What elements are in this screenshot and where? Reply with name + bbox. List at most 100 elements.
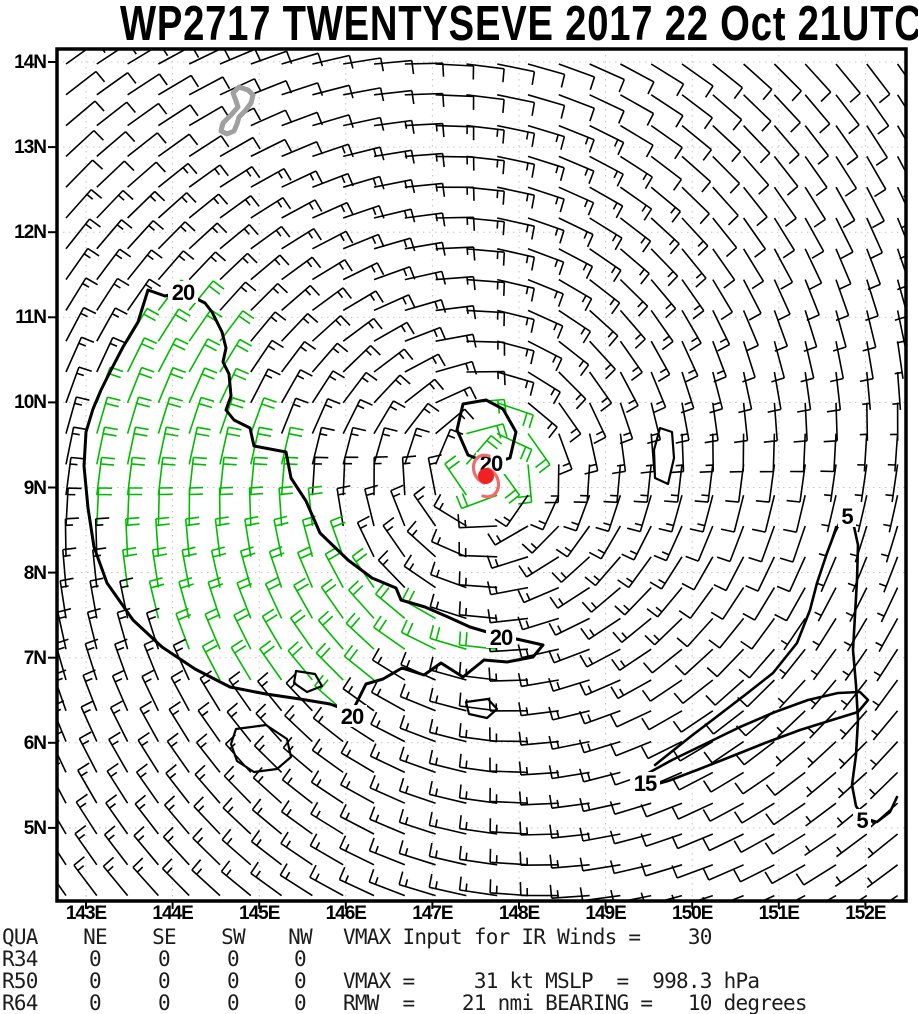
wind-barb <box>487 525 529 546</box>
wind-barb <box>681 217 709 256</box>
wind-barb <box>763 402 778 443</box>
wind-barb-green <box>219 338 252 373</box>
wind-barb <box>653 525 683 562</box>
wind-barb <box>751 495 776 533</box>
wind-barb <box>773 155 799 196</box>
wind-barb <box>619 371 639 413</box>
wind-barb-green <box>157 456 177 496</box>
wind-barb <box>342 233 385 250</box>
wind-barb <box>108 731 129 773</box>
wind-barb-green <box>400 619 436 650</box>
wind-barb <box>373 427 398 465</box>
wind-barb <box>650 371 667 414</box>
wind-barb <box>712 63 744 100</box>
coastline-layer <box>218 84 256 137</box>
wind-barb-green <box>230 639 252 681</box>
wind-barb <box>194 764 221 804</box>
wind-barb <box>57 793 67 835</box>
wind-barb <box>373 208 416 223</box>
wind-barb <box>589 248 622 283</box>
wind-barb <box>835 186 856 229</box>
wind-barb <box>650 309 674 351</box>
wind-barb-green <box>268 546 285 588</box>
wind-barb <box>777 679 806 709</box>
wind-barb <box>339 803 375 835</box>
contour-label-halo <box>486 626 516 648</box>
wind-barb <box>742 587 776 621</box>
wind-barb <box>742 340 756 383</box>
wind-barb <box>114 638 129 681</box>
lon-tick-label: 148E <box>498 903 540 924</box>
wind-barb <box>558 124 595 153</box>
wind-barb <box>664 464 683 503</box>
wind-barb <box>157 250 195 281</box>
wind-barb-green <box>239 546 256 588</box>
wind-barb <box>166 732 190 773</box>
wind-barb <box>588 371 613 412</box>
wind-barb <box>712 125 742 163</box>
wind-barb <box>404 427 430 465</box>
wind-barb <box>428 687 467 712</box>
contour-label-halo <box>630 772 660 794</box>
wind-barb <box>527 124 566 150</box>
wind-barb <box>281 141 324 158</box>
wind-barb-green <box>259 640 283 681</box>
wind-barb <box>810 648 837 681</box>
wind-barb <box>876 587 899 623</box>
wind-barb <box>280 340 317 373</box>
wind-barb <box>555 525 591 558</box>
wind-barb-green <box>250 397 277 434</box>
wind-barb <box>689 494 714 533</box>
wind-barb <box>619 124 654 158</box>
wind-barb <box>774 587 806 622</box>
wind-barb <box>428 781 467 804</box>
wind-barb <box>642 648 683 674</box>
wind-barb <box>165 763 190 804</box>
wind-barb <box>399 715 436 743</box>
wind-barb <box>466 94 505 113</box>
wind-barb <box>702 771 745 793</box>
wind-barb <box>579 887 621 901</box>
wind-barb <box>157 192 197 219</box>
wind-barb <box>342 345 381 373</box>
wind-barb <box>253 735 283 773</box>
wind-barb <box>488 667 529 682</box>
lat-tick-label: 6N <box>23 732 47 754</box>
wind-barb <box>681 556 714 591</box>
wind-barb <box>433 494 467 527</box>
wind-barb <box>281 312 319 342</box>
wind-barb-green <box>96 396 121 434</box>
wind-barb <box>96 189 134 219</box>
wind-barb <box>681 186 710 225</box>
wind-barb <box>133 826 160 866</box>
wind-barb <box>96 49 137 65</box>
wind-barb-green <box>233 608 252 650</box>
wind-barb <box>250 109 293 127</box>
wind-barb <box>641 710 683 731</box>
wind-barb <box>65 130 104 157</box>
wind-barb <box>312 706 344 743</box>
lat-tick-label: 8N <box>23 562 47 584</box>
wind-barb <box>406 520 437 558</box>
wind-barb <box>806 771 837 798</box>
wind-barb <box>674 648 714 676</box>
wind-barb <box>676 617 714 648</box>
wind-barb <box>312 114 354 128</box>
wind-barb-green <box>458 631 498 650</box>
wind-barb <box>558 371 587 410</box>
wind-barb <box>59 577 74 619</box>
wind-barb <box>650 155 683 191</box>
wind-barb <box>127 73 168 96</box>
wind-barb <box>466 186 505 205</box>
wind-barb <box>310 801 344 835</box>
wind-barb <box>518 731 559 746</box>
wind-barb <box>280 831 313 866</box>
wind-barb <box>466 217 505 236</box>
wind-barb-green <box>218 486 234 527</box>
wind-barb <box>195 733 221 773</box>
wind-barb <box>765 894 806 901</box>
wind-barb <box>427 454 442 496</box>
wind-barb <box>102 856 129 897</box>
wind-barb <box>219 252 258 281</box>
